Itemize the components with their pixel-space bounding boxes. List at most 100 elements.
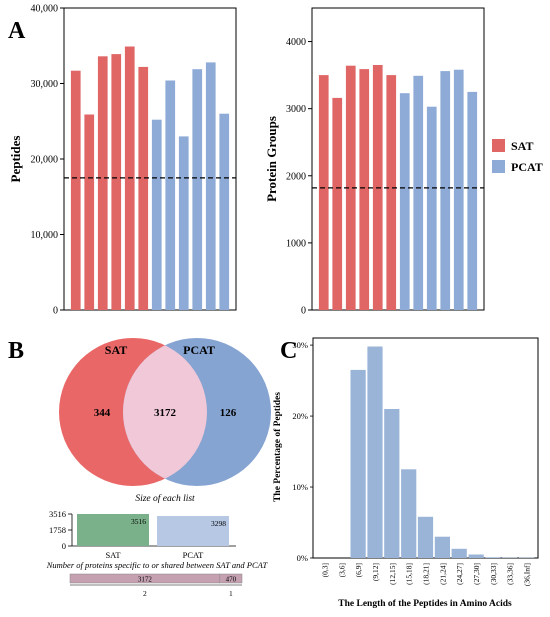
legend-swatch-pcat (492, 160, 505, 173)
bar-sat-1 (70, 70, 81, 310)
list-size-chart: Size of each list 0 1758 3516 3516 SAT 3298 P… (49, 493, 236, 560)
bar-pcat-2 (165, 80, 176, 310)
bar-sat-3 (97, 56, 108, 310)
y-tick-label: 0 (301, 306, 306, 317)
protein-groups-plot-frame (311, 7, 485, 311)
bar-pcat-2 (413, 75, 424, 310)
bar-pcat-4 (440, 71, 451, 310)
venn-label-pcat: PCAT (183, 343, 215, 357)
specific-shared-value-label: 3172 (138, 576, 153, 584)
peptide-length-x-tick-label: (27,30] (472, 563, 481, 585)
bar-sat-6 (138, 66, 149, 311)
peptides-y-axis-label: Peptides (8, 136, 23, 183)
y-tick-label: 4000 (286, 37, 306, 48)
peptide-length-x-axis-label: The Length of the Peptides in Amino Acid… (338, 599, 512, 609)
peptide-length-bar-4 (367, 346, 383, 558)
peptide-length-x-tick-label: (15,18] (405, 563, 414, 585)
legend: SAT PCAT (492, 139, 543, 174)
venn-overlap (123, 338, 207, 486)
y-tick-label: 3000 (286, 104, 306, 115)
venn-count-pcat-only: 126 (220, 407, 237, 419)
peptide-length-y-tick-label: 20% (292, 411, 308, 421)
bar-pcat-1 (399, 93, 410, 310)
peptide-length-y-tick-label: 0% (297, 553, 308, 563)
bar-pcat-5 (205, 62, 216, 311)
list-size-y-tick-label: 1758 (49, 525, 66, 535)
list-size-bar-sat (77, 514, 149, 546)
y-tick-label: 2000 (286, 171, 306, 182)
peptide-length-bar-6 (401, 469, 417, 558)
peptide-length-x-tick-label: (36,Inf] (523, 563, 532, 586)
y-tick-label: 30,000 (31, 79, 59, 90)
bar-pcat-3 (178, 136, 189, 310)
y-tick-label: 10,000 (31, 230, 59, 241)
specific-shared-category-label: 2 (143, 589, 147, 598)
peptide-length-x-tick-label: (6,9] (354, 563, 363, 577)
y-tick-label: 40,000 (31, 4, 59, 15)
bar-pcat-3 (426, 106, 437, 310)
venn-count-shared: 3172 (154, 407, 177, 419)
legend-label-pcat: PCAT (511, 160, 543, 174)
specific-shared-title: Number of proteins specific to or shared… (46, 560, 269, 570)
bar-pcat-5 (453, 69, 464, 310)
specific-shared-category-label: 1 (229, 589, 233, 598)
y-tick-label: 0 (53, 306, 58, 317)
peptide-length-x-tick-label: (9,12] (371, 563, 380, 581)
peptide-length-y-tick-label: 30% (292, 340, 308, 350)
list-size-y-tick-label: 3516 (49, 509, 66, 519)
specific-shared-chart: Number of proteins specific to or shared… (46, 560, 269, 598)
protein-groups-bar-chart: 0 1000 2000 3000 4000 Protein Groups (264, 7, 485, 317)
peptide-length-bar-7 (417, 516, 434, 558)
peptide-length-bar-10 (468, 554, 484, 558)
list-size-bar-pcat (157, 515, 229, 546)
peptide-length-bar-5 (384, 409, 400, 558)
bar-sat-3 (345, 65, 356, 310)
list-size-category-label: SAT (105, 550, 121, 560)
peptide-length-x-tick-label: (0,3] (320, 563, 329, 577)
list-size-y-tick-label: 0 (62, 541, 66, 551)
venn-diagram: SAT PCAT 344 3172 126 (59, 338, 271, 486)
bar-pcat-6 (219, 113, 230, 310)
peptides-bar-chart: 0 10,000 20,000 30,000 40,000 Peptides (8, 4, 237, 317)
y-tick-label: 1000 (286, 238, 306, 249)
panel-label-c: C (280, 338, 297, 364)
legend-label-sat: SAT (511, 139, 533, 153)
peptide-length-bar-8 (434, 536, 450, 558)
legend-swatch-sat (492, 139, 505, 152)
list-size-category-label: PCAT (183, 550, 205, 560)
bar-sat-2 (84, 114, 95, 310)
peptide-length-bar-3 (350, 369, 366, 558)
y-tick-label: 20,000 (31, 155, 59, 166)
peptide-length-x-tick-label: (30,33] (489, 563, 498, 585)
list-size-value-label: 3516 (131, 517, 146, 526)
peptide-length-y-tick-label: 10% (292, 482, 308, 492)
venn-label-sat: SAT (105, 343, 127, 357)
bar-sat-4 (111, 54, 122, 310)
specific-shared-value-label: 470 (226, 576, 237, 584)
peptide-length-x-tick-label: (24,27] (455, 563, 464, 585)
peptide-length-x-tick-label: (12,15] (388, 563, 397, 585)
bar-sat-1 (318, 75, 329, 310)
peptide-length-x-tick-label: (33,36] (506, 563, 515, 585)
peptide-length-x-tick-label: (3,6] (337, 563, 346, 577)
protein-groups-y-axis-label: Protein Groups (264, 116, 279, 202)
panel-label-a: A (8, 18, 26, 44)
list-size-title: Size of each list (135, 493, 195, 504)
peptide-length-x-tick-label: (21,24] (438, 563, 447, 585)
bar-sat-6 (386, 75, 397, 310)
bar-sat-2 (332, 97, 343, 311)
bar-pcat-1 (151, 119, 162, 310)
list-size-value-label: 3298 (211, 519, 226, 528)
peptide-length-bar-chart: 0% 10% 20% 30% (0,3] (3,6] (6,9] (9,12] (12,15]… (273, 337, 539, 609)
peptide-length-y-axis-label: The Percentage of Peptides (273, 392, 283, 502)
venn-count-sat-only: 344 (94, 407, 111, 419)
bar-sat-4 (359, 69, 370, 310)
peptide-length-x-tick-label: (18,21] (422, 563, 431, 585)
specific-shared-bar-1 (219, 573, 243, 584)
peptide-length-bar-9 (451, 548, 467, 558)
peptide-length-bar-11 (485, 557, 501, 558)
bar-pcat-4 (192, 69, 203, 310)
panel-label-b: B (8, 338, 24, 364)
bar-pcat-6 (467, 91, 478, 311)
